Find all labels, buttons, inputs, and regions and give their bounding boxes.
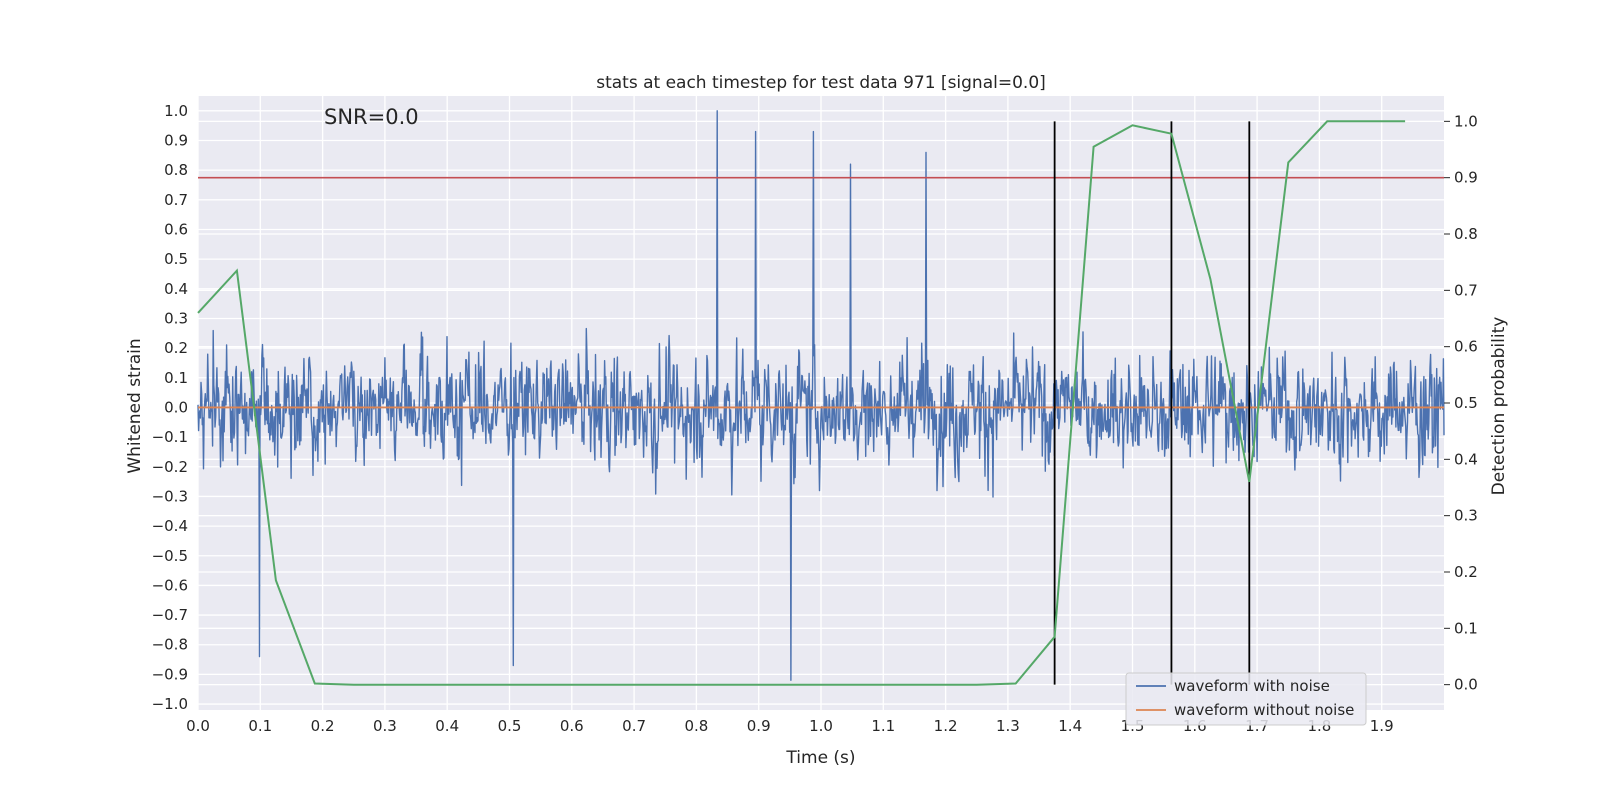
y-tick-label: −0.9: [152, 665, 188, 683]
y2-axis-ticks: 1.0 0.9 0.8 0.7 0.6 0.5 0.4 0.3 0.2 0.1 0.0: [1444, 112, 1478, 694]
x-tick-label: 1.1: [871, 717, 895, 735]
snr-annotation: SNR=0.0: [324, 105, 419, 129]
legend: waveform with noise waveform without noi…: [1125, 672, 1367, 726]
y-tick-label: 0.0: [164, 398, 188, 416]
y-tick-label: 0.5: [164, 250, 188, 268]
grid-lines: [197, 96, 1444, 710]
y-tick-label: 0.2: [164, 339, 188, 357]
x-tick-label: 0.7: [622, 717, 646, 735]
x-tick-label: 0.8: [684, 717, 708, 735]
y2-tick-label: 0.6: [1454, 338, 1478, 356]
y2-tick-label: 1.0: [1454, 112, 1478, 130]
x-tick-label: 0.4: [435, 717, 459, 735]
x-tick-label: 1.0: [809, 717, 833, 735]
noisy-waveform-line: [197, 110, 1445, 681]
y2-tick-label: 0.3: [1454, 507, 1478, 525]
x-tick-label: 0.3: [373, 717, 397, 735]
x-tick-label: 1.2: [934, 717, 958, 735]
series-detection-probability: [197, 120, 1406, 686]
x-tick-label: 1.9: [1370, 717, 1394, 735]
x-tick-label: 0.6: [560, 717, 584, 735]
y-tick-label: −0.1: [152, 428, 188, 446]
y-tick-label: 0.9: [164, 131, 188, 149]
x-tick-label: 0.1: [248, 717, 272, 735]
y-tick-label: 0.1: [164, 369, 188, 387]
x-axis-label: Time (s): [785, 748, 855, 768]
y2-tick-label: 0.2: [1454, 563, 1478, 581]
y-tick-label: −0.3: [152, 487, 188, 505]
x-tick-label: 1.3: [996, 717, 1020, 735]
legend-box: [1125, 672, 1367, 726]
y2-tick-label: 0.5: [1454, 394, 1478, 412]
detection-vertical-lines: [1053, 121, 1251, 685]
x-tick-label: 0.5: [498, 717, 522, 735]
y2-tick-label: 0.8: [1454, 225, 1478, 243]
y-tick-label: −1.0: [152, 695, 188, 713]
y-tick-label: 0.6: [164, 220, 188, 238]
x-tick-label: 0.0: [186, 717, 210, 735]
y2-tick-label: 0.4: [1454, 450, 1478, 468]
y2-tick-label: 0.1: [1454, 619, 1478, 637]
y-tick-label: −0.7: [152, 606, 188, 624]
y2-tick-label: 0.0: [1454, 676, 1478, 694]
x-tick-label: 0.2: [311, 717, 335, 735]
probability-line: [197, 120, 1406, 686]
y2-axis-label: Detection probability: [1489, 317, 1509, 496]
y-tick-label: 0.3: [164, 309, 188, 327]
legend-label-clean: waveform without noise: [1174, 701, 1354, 719]
y-tick-label: 0.8: [164, 161, 188, 179]
series-waveform-with-noise: [197, 110, 1445, 681]
y-tick-label: −0.4: [152, 517, 188, 535]
y2-tick-label: 0.7: [1454, 281, 1478, 299]
y2-tick-label: 0.9: [1454, 169, 1478, 187]
y-tick-label: −0.5: [152, 547, 188, 565]
y-tick-label: 1.0: [164, 102, 188, 120]
y-tick-label: −0.6: [152, 576, 188, 594]
y-tick-label: 0.4: [164, 280, 188, 298]
y-tick-label: −0.2: [152, 458, 188, 476]
y-tick-label: 0.7: [164, 191, 188, 209]
x-tick-label: 0.9: [747, 717, 771, 735]
legend-label-noisy: waveform with noise: [1174, 677, 1330, 695]
y-tick-label: −0.8: [152, 636, 188, 654]
y-axis-ticks: 1.0 0.9 0.8 0.7 0.6 0.5 0.4 0.3 0.2 0.1 0.0 −0.1 −0.…: [152, 102, 188, 713]
x-tick-label: 1.4: [1058, 717, 1082, 735]
y-axis-label: Whitened strain: [125, 338, 145, 473]
chart-title: stats at each timestep for test data 971…: [596, 73, 1046, 93]
